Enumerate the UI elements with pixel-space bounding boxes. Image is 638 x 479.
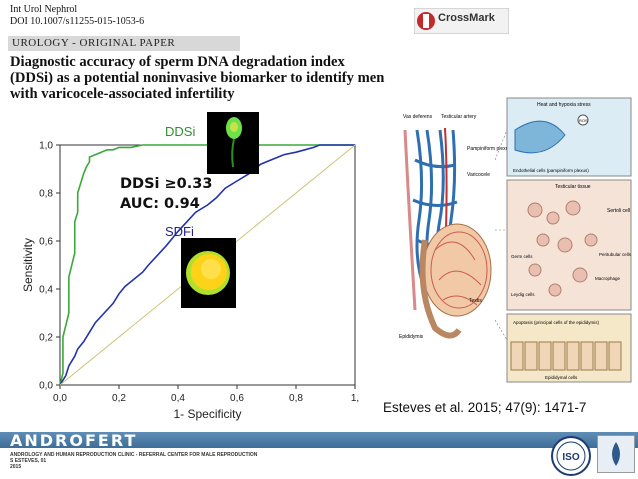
ddsi-sperm-image [207,112,259,174]
y-tick-label: 1,0 [39,141,53,152]
series-label-ddsi: DDSi [165,124,195,139]
label-peritubular: Peritubular cells [599,252,632,257]
label-endothelial: Endothelial cells (pampiniform plexus) [513,168,589,173]
footer-subtitle: ANDROLOGY AND HUMAN REPRODUCTION CLINIC … [10,452,257,470]
label-pampiniform: Pampiniform plexus [467,146,511,152]
y-tick-label: 0,6 [39,237,53,248]
y-tick-label: 0,0 [39,381,53,392]
x-tick-label: 0,0 [53,393,67,404]
series-line-ddsi [59,144,355,386]
section-ribbon [8,36,240,51]
x-tick-label: 1, [351,393,359,404]
label-varicocele: Varicocele [467,172,490,178]
doi-text: DOI 10.1007/s11255-015-1053-6 [10,16,145,27]
epididymis-shape [419,239,462,339]
label-heat-stress: Heat and hypoxia stress [537,102,591,108]
x-tick-label: 0,8 [289,393,303,404]
androfert-logo-icon [597,435,635,473]
label-testis: Testis [469,298,482,304]
threshold-annotation: DDSi ≥0.33 [120,176,213,192]
label-vas-deferens: Vas deferens [403,114,433,120]
sdfi-sperm-image [181,238,236,308]
auc-annotation: AUC: 0.94 [120,196,200,212]
label-testicular-artery: Testicular artery [441,114,477,120]
iso-label: ISO [562,452,579,463]
label-apoptosis: Apoptosis (principal cells of the epidid… [513,320,600,325]
footer-subtitle-line: ANDROLOGY AND HUMAN REPRODUCTION CLINIC … [10,452,258,458]
y-tick-label: 0,8 [39,189,53,200]
crossmark-label: CrossMark [438,12,495,24]
x-tick-label: 0,4 [171,393,185,404]
x-tick-label: 0,2 [112,393,126,404]
y-tick-label: 0,4 [39,285,53,296]
paper-title: Diagnostic accuracy of sperm DNA degrada… [10,54,390,102]
x-axis-label: 1- Specificity [173,407,241,421]
journal-header: Int Urol Nephrol DOI 10.1007/s11255-015-… [10,4,144,28]
footer-brand: ANDROFERT [10,431,138,450]
title-line: Diagnostic accuracy of sperm DNA degrada… [10,54,345,70]
citation-text: Esteves et al. 2015; 47(9): 1471-7 [383,400,587,415]
vas-deferens [403,129,417,311]
x-tick-label: 0,6 [230,393,244,404]
label-macrophage: Macrophage [595,276,621,281]
label-epididymal-cells: Epididymal cells [545,375,578,380]
label-sertoli: Sertoli cell [607,208,630,214]
label-leydig: Leydig cells [511,292,535,297]
ros-label: ROS [579,118,588,123]
crossmark-logo [414,8,509,34]
title-line: with varicocele-associated infertility [10,86,235,102]
y-tick-label: 0,2 [39,333,53,344]
roc-chart: 0,0 0,2 0,4 0,6 0,8 1, 0,0 0,2 0,4 0,6 0,8 1,0 1- Sp… [21,124,359,421]
footer-bar [0,432,638,448]
footer-year: 2015 [10,464,22,470]
label-testicular-tissue: Testicular tissue [555,184,591,190]
iso-badge-icon: ISO [551,436,591,476]
label-epididymis: Epididymis [399,334,424,340]
varicocele-anatomy-figure: Vas deferens Testicular artery Pampinifo… [399,97,632,383]
label-germ-cells: Germ cells [511,254,533,259]
title-line: (DDSi) as a potential noninvasive biomar… [10,70,385,86]
footer-author: S ESTEVES, 01 [10,458,47,464]
section-label: UROLOGY - ORIGINAL PAPER [12,37,176,49]
journal-name: Int Urol Nephrol [10,4,78,15]
series-label-sdfi: SDFi [165,224,194,239]
y-axis-label: Sensitivity [21,238,35,292]
series-line-sdfi [59,144,355,386]
